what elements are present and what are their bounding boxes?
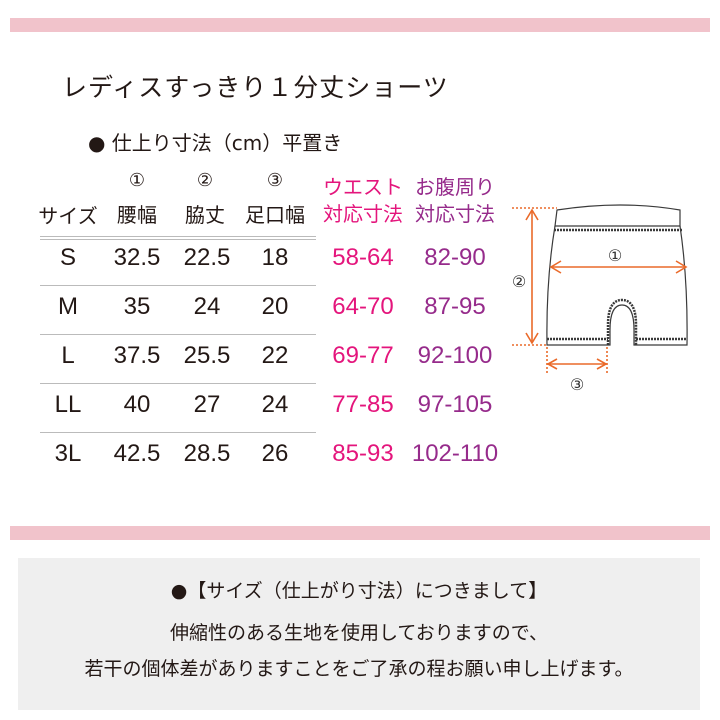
- cell-leg: 24: [261, 391, 289, 418]
- row-divider: [40, 334, 316, 335]
- cell-side: 25.5: [183, 342, 231, 369]
- cell-waist: 37.5: [113, 342, 161, 369]
- row-divider: [40, 432, 316, 433]
- header-belly-fit-line2: 対応寸法: [415, 202, 495, 226]
- cell-belly-fit: 82-90: [424, 244, 486, 271]
- cell-size: LL: [54, 391, 82, 418]
- cell-side: 22.5: [183, 244, 231, 271]
- header-side-length: 脇丈: [185, 203, 225, 227]
- bottom-band: [10, 526, 710, 540]
- header-size: サイズ: [38, 204, 98, 228]
- cell-size: S: [59, 244, 77, 271]
- note-line2: 若干の個体差がありますことをご了承の程お願い申し上げます。: [84, 658, 634, 680]
- cell-waist: 35: [123, 293, 151, 320]
- cell-leg: 22: [261, 342, 289, 369]
- cell-waist: 40: [123, 391, 151, 418]
- cell-side: 27: [193, 391, 221, 418]
- cell-leg: 26: [261, 440, 289, 467]
- header-waist-fit-line1: ウエスト: [323, 175, 403, 199]
- divider: [40, 239, 316, 240]
- header-num-2: ②: [196, 170, 214, 191]
- header-leg-width: 足口幅: [245, 203, 305, 227]
- shorts-diagram: ① ② ③: [512, 204, 688, 394]
- note-line1: 伸縮性のある生地を使用しておりますので、: [169, 622, 549, 644]
- cell-size: M: [58, 293, 78, 320]
- header-num-3: ③: [266, 170, 284, 191]
- header-belly-fit-line1: お腹周り: [415, 175, 495, 199]
- header-num-1: ①: [128, 170, 146, 191]
- cell-leg: 18: [261, 244, 289, 271]
- cell-belly-fit: 97-105: [417, 391, 493, 418]
- cell-waist-fit: 58-64: [332, 244, 394, 271]
- row-divider: [40, 285, 316, 286]
- cell-belly-fit: 102-110: [411, 440, 499, 467]
- header-waist-fit-line2: 対応寸法: [323, 202, 403, 226]
- header-waist-fit: ウエスト 対応寸法: [323, 174, 403, 228]
- label-1: ①: [608, 246, 622, 265]
- divider: [40, 236, 316, 237]
- cell-side: 28.5: [183, 440, 231, 467]
- cell-waist-fit: 64-70: [332, 293, 394, 320]
- note-box: ●【サイズ（仕上がり寸法）につきまして】 伸縮性のある生地を使用しておりますので…: [18, 558, 700, 710]
- cell-belly-fit: 87-95: [424, 293, 486, 320]
- waistband: [554, 204, 681, 227]
- header-belly-fit: お腹周り 対応寸法: [415, 174, 495, 228]
- cell-waist-fit: 85-93: [332, 440, 394, 467]
- cell-size: 3L: [54, 440, 82, 467]
- cell-waist: 42.5: [113, 440, 161, 467]
- top-band: [10, 18, 710, 32]
- subtitle: ● 仕上り寸法（cm）平置き: [88, 131, 343, 155]
- cell-size: L: [61, 342, 75, 369]
- label-2: ②: [512, 272, 526, 291]
- cell-waist-fit: 77-85: [332, 391, 394, 418]
- row-divider: [40, 383, 316, 384]
- header-waist-width: 腰幅: [117, 203, 157, 227]
- cell-waist: 32.5: [113, 244, 161, 271]
- cell-side: 24: [193, 293, 221, 320]
- note-heading: ●【サイズ（仕上がり寸法）につきまして】: [170, 580, 548, 602]
- cell-leg: 20: [261, 293, 289, 320]
- cell-waist-fit: 69-77: [332, 342, 394, 369]
- cell-belly-fit: 92-100: [417, 342, 493, 369]
- page-title: レディスすっきり１分丈ショーツ: [62, 73, 449, 102]
- label-3: ③: [570, 375, 584, 394]
